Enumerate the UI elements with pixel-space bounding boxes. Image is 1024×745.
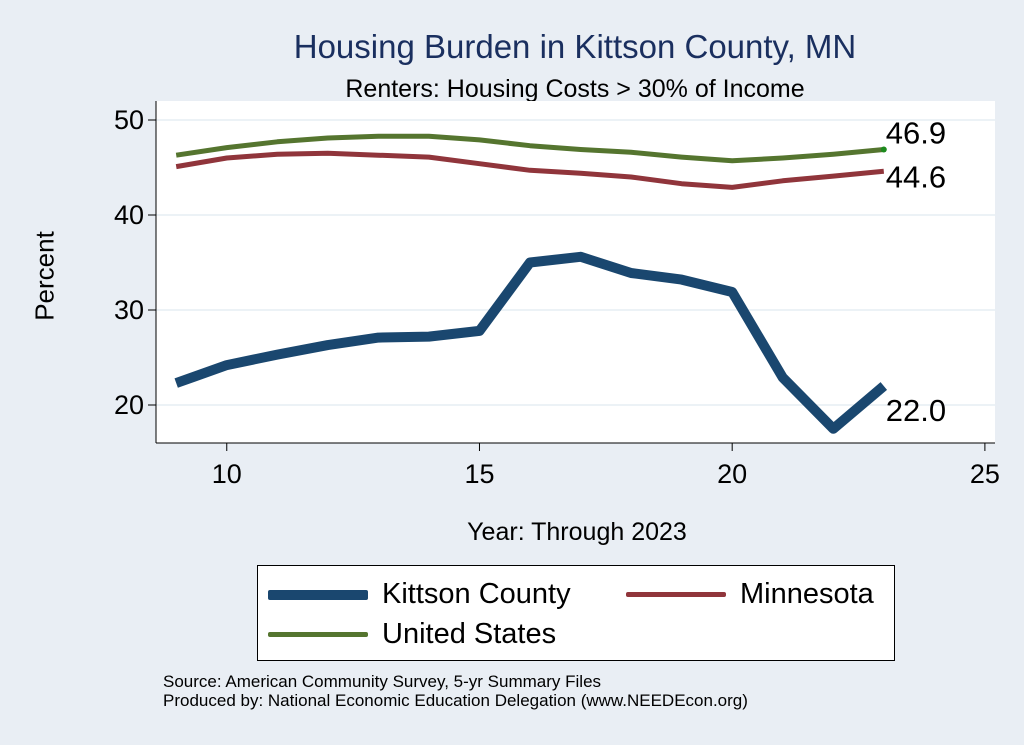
source-line-1: Source: American Community Survey, 5-yr …	[163, 672, 602, 691]
x-tick-label-25: 25	[970, 459, 1000, 489]
y-tick-label-30: 30	[114, 295, 144, 325]
chart-title: Housing Burden in Kittson County, MN	[293, 28, 857, 65]
end-labels: 46.9 44.6 22.0	[880, 115, 946, 428]
legend-label-kittson: Kittson County	[382, 578, 571, 610]
y-tick-label-40: 40	[114, 200, 144, 230]
legend-label-us: United States	[382, 618, 557, 650]
x-tick-label-15: 15	[464, 459, 494, 489]
y-tick-label-20: 20	[114, 390, 144, 420]
chart-subtitle: Renters: Housing Costs > 30% of Income	[345, 75, 805, 103]
legend-swatch-minnesota	[626, 592, 726, 597]
end-label-kittson-county: 22.0	[886, 393, 946, 428]
source-line-2: Produced by: National Economic Education…	[163, 691, 748, 710]
series-lines	[174, 133, 888, 434]
end-marker-united-states	[880, 146, 887, 153]
axes: 20 30 40 50 10 15 20 25	[114, 101, 1000, 489]
x-tick-label-10: 10	[212, 459, 242, 489]
legend-swatch-us	[268, 632, 368, 637]
series-line-minnesota	[175, 150, 885, 190]
x-tick-label-20: 20	[717, 459, 747, 489]
x-axis-label: Year: Through 2023	[467, 518, 687, 546]
legend-swatch-kittson	[268, 589, 368, 600]
source-note: Source: American Community Survey, 5-yr …	[163, 672, 748, 710]
plot-area	[156, 101, 995, 443]
end-label-united-states: 46.9	[886, 115, 946, 150]
legend-item-us: United States	[268, 618, 556, 651]
series-line-kittson-county	[174, 251, 888, 434]
legend-item-minnesota: Minnesota	[626, 578, 874, 611]
series-line-united-states	[175, 133, 885, 164]
legend-label-minnesota: Minnesota	[740, 578, 874, 610]
y-tick-label-50: 50	[114, 105, 144, 135]
legend-item-kittson: Kittson County	[268, 578, 571, 611]
legend: Kittson County Minnesota United States	[257, 565, 895, 661]
end-label-minnesota: 44.6	[886, 159, 946, 194]
